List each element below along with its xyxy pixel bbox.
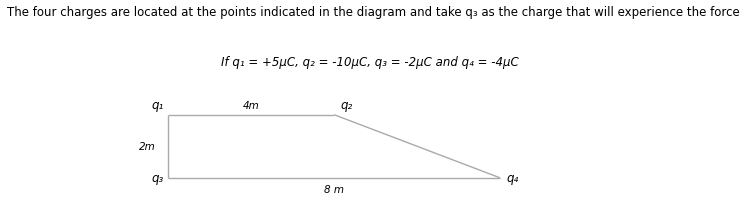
Text: q₂: q₂: [340, 98, 353, 111]
Text: q₁: q₁: [152, 98, 164, 111]
Text: If q₁ = +5μC, q₂ = -10μC, q₃ = -2μC and q₄ = -4μC: If q₁ = +5μC, q₂ = -10μC, q₃ = -2μC and …: [221, 56, 519, 69]
Text: q₄: q₄: [506, 172, 519, 184]
Text: The four charges are located at the points indicated in the diagram and take q₃ : The four charges are located at the poin…: [7, 6, 740, 19]
Text: q₃: q₃: [152, 172, 164, 184]
Text: 8 m: 8 m: [324, 184, 344, 194]
Text: 2m: 2m: [139, 142, 155, 152]
Text: 4m: 4m: [243, 100, 260, 110]
